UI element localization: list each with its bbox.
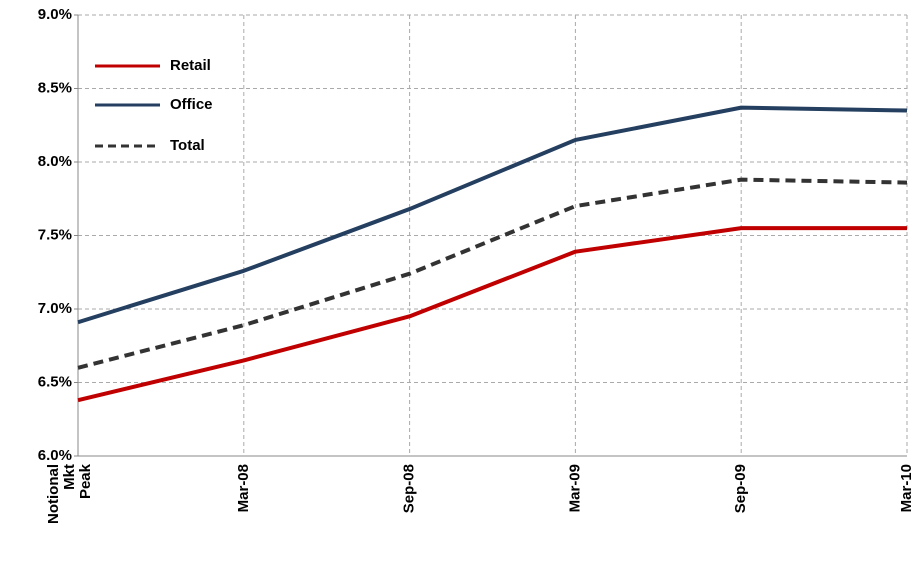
x-tick-label: NotionalMktPeak: [45, 463, 94, 524]
x-tick-label: Mar-09: [566, 464, 583, 512]
series-line: [77, 105, 908, 325]
y-tick-label: 8.0%: [38, 153, 72, 170]
y-tick-label: 6.0%: [38, 447, 72, 464]
x-tick-label: Sep-09: [732, 464, 749, 513]
x-tick-label: Mar-10: [898, 464, 915, 512]
legend-label: Total: [170, 137, 205, 154]
y-tick-label: 6.5%: [38, 373, 72, 390]
series-line: [77, 177, 908, 370]
y-tick-label: 9.0%: [38, 6, 72, 23]
y-tick-label: 7.5%: [38, 226, 72, 243]
legend-label: Retail: [170, 57, 211, 74]
x-tick-label: Mar-08: [235, 464, 252, 512]
y-tick-label: 7.0%: [38, 300, 72, 317]
y-tick-label: 8.5%: [38, 79, 72, 96]
series-line: [77, 226, 907, 403]
x-tick-label: Sep-08: [401, 464, 418, 513]
legend-label: Office: [170, 96, 213, 113]
